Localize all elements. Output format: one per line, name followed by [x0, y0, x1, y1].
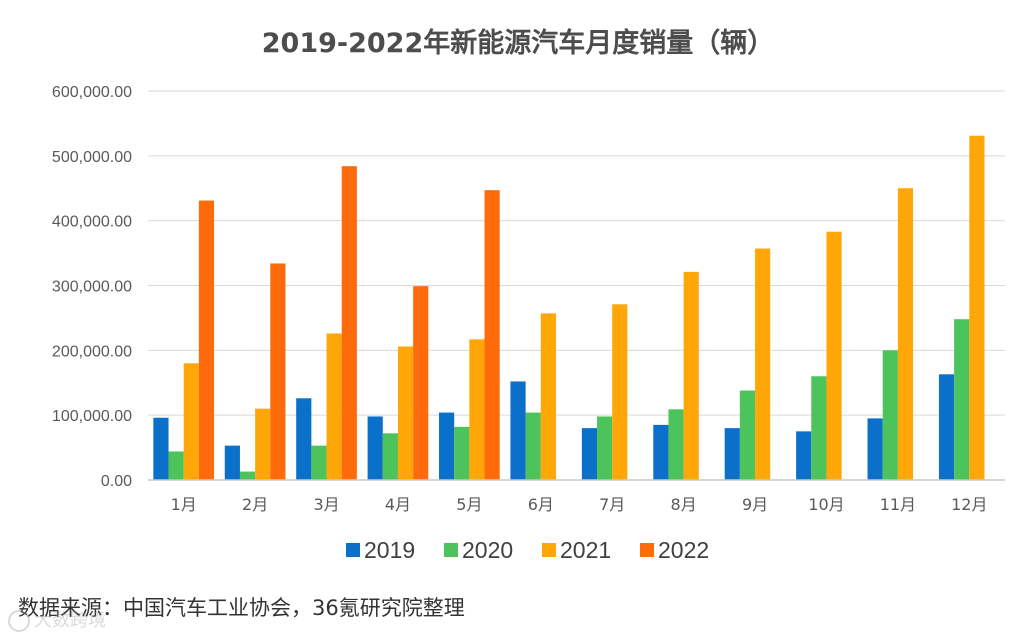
bar-2019-9 — [724, 428, 740, 480]
bar-2021-11 — [897, 188, 914, 480]
legend-swatch-2021 — [542, 543, 556, 557]
x-tick-label: 8月 — [671, 495, 697, 514]
bar-2021-4 — [397, 346, 414, 480]
legend: 2019 2020 2021 2022 — [346, 537, 709, 563]
legend-swatch-2019 — [346, 543, 360, 557]
y-tick-label: 200,000.00 — [52, 343, 132, 360]
bar-2021-12 — [969, 135, 985, 481]
bar-2019-6 — [510, 381, 526, 480]
legend-label-2022: 2022 — [658, 537, 709, 563]
bar-2020-4 — [382, 433, 398, 480]
bar-2021-2 — [255, 408, 271, 480]
bar-2021-3 — [326, 333, 342, 480]
x-tick-label: 11月 — [880, 495, 916, 514]
watermark-text: 大数跨境 — [34, 610, 106, 631]
bar-2021-6 — [540, 313, 556, 480]
y-axis-ticks: 0.00 100,000.00 200,000.00 300,000.00 400,00… — [52, 84, 132, 490]
x-tick-label: 10月 — [808, 495, 844, 514]
bar-2019-11 — [867, 418, 883, 480]
legend-label-2021: 2021 — [560, 537, 611, 563]
bar-2020-11 — [882, 350, 898, 480]
bar-2020-3 — [311, 445, 327, 480]
bar-2020-9 — [739, 390, 756, 480]
legend-label-2019: 2019 — [364, 537, 415, 563]
watermark: 大数跨境 — [8, 606, 106, 632]
x-tick-label: 7月 — [599, 495, 625, 514]
bar-2019-2 — [224, 445, 240, 480]
x-tick-label: 2月 — [242, 495, 268, 514]
y-tick-label: 300,000.00 — [52, 279, 132, 296]
source-note: 数据来源：中国汽车工业协会，36氪研究院整理 — [18, 596, 465, 620]
bar-2019-8 — [653, 424, 669, 480]
bar-2021-7 — [612, 304, 628, 480]
x-axis-ticks: 1月 2月 3月 4月 5月 6月 7月 8月 9月 10月 11月 12月 — [171, 495, 988, 514]
x-tick-label: 1月 — [171, 495, 197, 514]
x-tick-label: 4月 — [385, 495, 411, 514]
x-tick-label: 6月 — [528, 495, 554, 514]
bar-2020-1 — [168, 451, 184, 480]
bar-2020-2 — [239, 471, 256, 480]
bar-2022-3 — [341, 166, 357, 480]
bar-2020-12 — [954, 319, 970, 480]
legend-swatch-2022 — [640, 543, 654, 557]
bar-chart: 2019-2022年新能源汽车月度销量（辆） 0.00 100,000.00 200… — [52, 27, 1005, 563]
x-tick-label: 9月 — [742, 495, 768, 514]
x-tick-label: 3月 — [313, 495, 339, 514]
bar-2021-1 — [183, 363, 199, 480]
bar-2021-8 — [683, 271, 699, 480]
y-tick-label: 100,000.00 — [52, 408, 132, 425]
bar-2019-3 — [296, 398, 312, 480]
bar-2019-12 — [938, 374, 955, 480]
x-tick-label: 12月 — [951, 495, 987, 514]
bar-2022-1 — [198, 200, 215, 480]
legend-label-2020: 2020 — [462, 537, 513, 563]
y-tick-label: 0.00 — [101, 473, 132, 490]
bar-2020-10 — [811, 376, 827, 480]
bar-2022-5 — [484, 190, 500, 480]
bars — [153, 135, 985, 481]
bar-2019-7 — [581, 428, 598, 480]
bar-2021-5 — [469, 339, 485, 480]
bar-2020-5 — [454, 426, 470, 480]
bar-2020-8 — [668, 409, 684, 480]
bar-2019-4 — [367, 416, 383, 480]
bar-2019-10 — [796, 431, 812, 480]
bar-2020-7 — [597, 416, 613, 480]
bar-2021-10 — [826, 231, 842, 480]
bar-2022-4 — [413, 286, 429, 480]
y-tick-label: 400,000.00 — [52, 214, 132, 231]
legend-swatch-2020 — [444, 543, 458, 557]
bar-2020-6 — [525, 412, 541, 480]
x-tick-label: 5月 — [456, 495, 482, 514]
y-tick-label: 500,000.00 — [52, 149, 132, 166]
bar-2019-1 — [153, 417, 169, 480]
bar-2019-5 — [439, 412, 455, 480]
chart-title: 2019-2022年新能源汽车月度销量（辆） — [262, 27, 775, 59]
watermark-logo-icon — [8, 610, 30, 632]
gridlines — [148, 90, 1005, 416]
bar-2022-2 — [270, 263, 286, 480]
y-tick-label: 600,000.00 — [52, 84, 132, 101]
bar-2021-9 — [755, 248, 771, 480]
